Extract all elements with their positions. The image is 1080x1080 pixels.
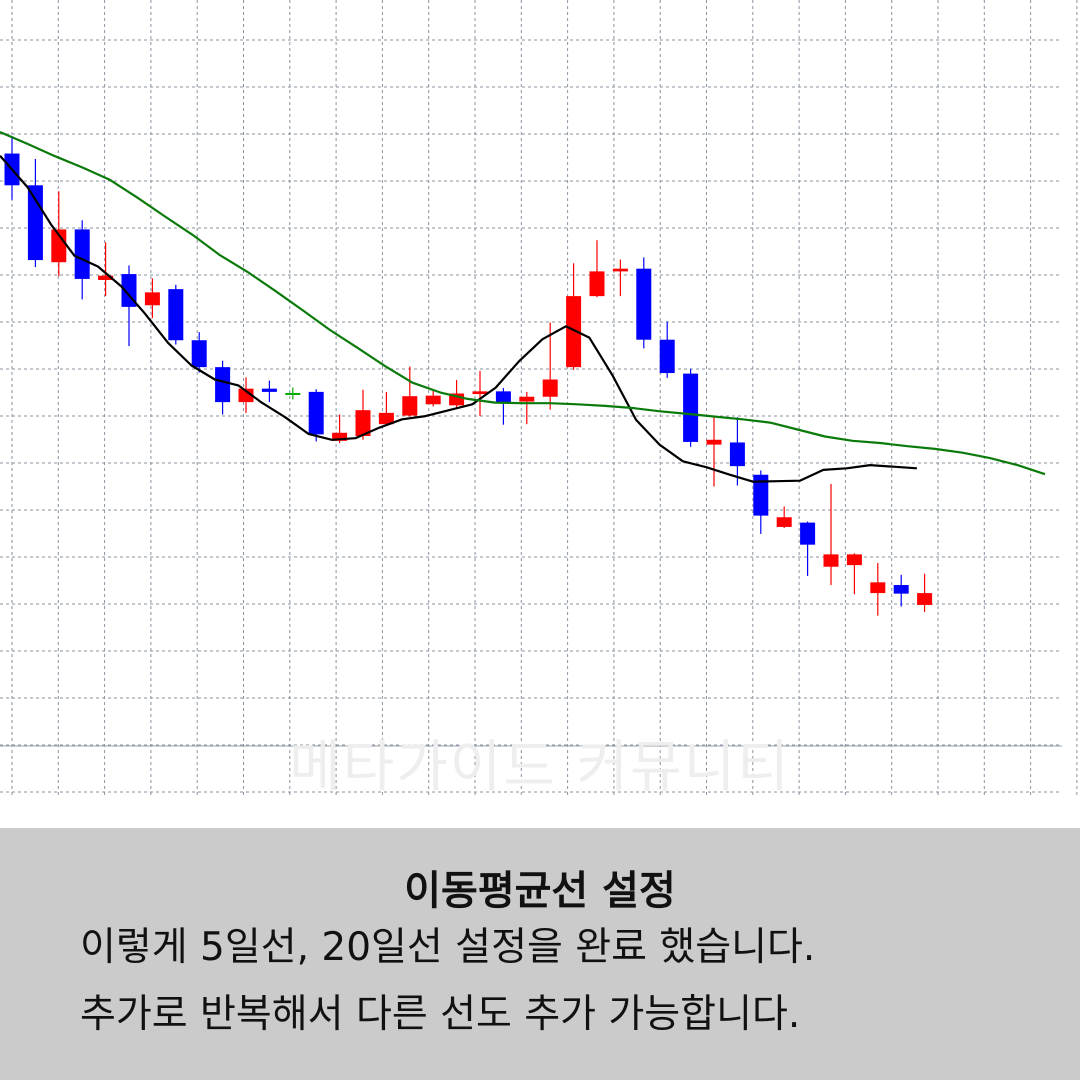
candle-body xyxy=(612,268,628,272)
candle-body xyxy=(285,392,301,395)
candle-body xyxy=(566,296,582,368)
candle-body xyxy=(308,391,324,435)
candle-body xyxy=(776,517,792,527)
candle-body xyxy=(261,388,277,392)
candle-body xyxy=(425,395,441,405)
caption-line-2: 추가로 반복해서 다른 선도 추가 가능합니다. xyxy=(80,992,801,1037)
candle-body xyxy=(332,432,348,441)
candle-body xyxy=(893,585,909,594)
moving-averages xyxy=(0,130,1046,483)
ma5-line xyxy=(0,154,917,483)
candle-body xyxy=(74,229,90,279)
candle-body xyxy=(27,185,43,261)
candles xyxy=(4,137,933,616)
candle-body xyxy=(191,340,207,368)
grid xyxy=(0,0,1078,796)
candle-body xyxy=(402,396,418,416)
caption-line-1: 이렇게 5일선, 20일선 설정을 완료 했습니다. xyxy=(80,925,816,970)
candle-body xyxy=(355,410,371,437)
chart-area: 메타가이드 커뮤니티 xyxy=(0,0,1078,800)
caption-panel: 이동평균선 설정 이렇게 5일선, 20일선 설정을 완료 했습니다. 추가로 … xyxy=(0,828,1080,1080)
candle-body xyxy=(449,393,465,406)
candle-body xyxy=(238,388,254,403)
ma20-line xyxy=(0,130,1046,476)
candle-body xyxy=(917,593,933,605)
candle-body xyxy=(706,439,722,445)
candle-body xyxy=(168,289,184,341)
candle-body xyxy=(683,373,699,442)
candle-body xyxy=(823,554,839,567)
candle-body xyxy=(51,229,67,263)
candle-body xyxy=(636,268,652,340)
candle-body xyxy=(800,522,816,545)
candle-body xyxy=(846,554,862,566)
candle-body xyxy=(542,379,558,397)
candle-body xyxy=(729,442,745,467)
candle-body xyxy=(519,396,535,402)
caption-title: 이동평균선 설정 xyxy=(404,868,676,914)
candle-body xyxy=(98,275,114,280)
candle-body xyxy=(659,339,675,374)
candle-body xyxy=(378,412,394,425)
candle-body xyxy=(472,391,488,395)
candle-body xyxy=(589,271,605,297)
candle-body xyxy=(870,582,886,594)
candlestick-chart xyxy=(0,0,1078,796)
candle-body xyxy=(495,391,511,403)
candle-body xyxy=(215,367,231,403)
candle-body xyxy=(753,474,769,516)
candle-body xyxy=(144,292,160,306)
